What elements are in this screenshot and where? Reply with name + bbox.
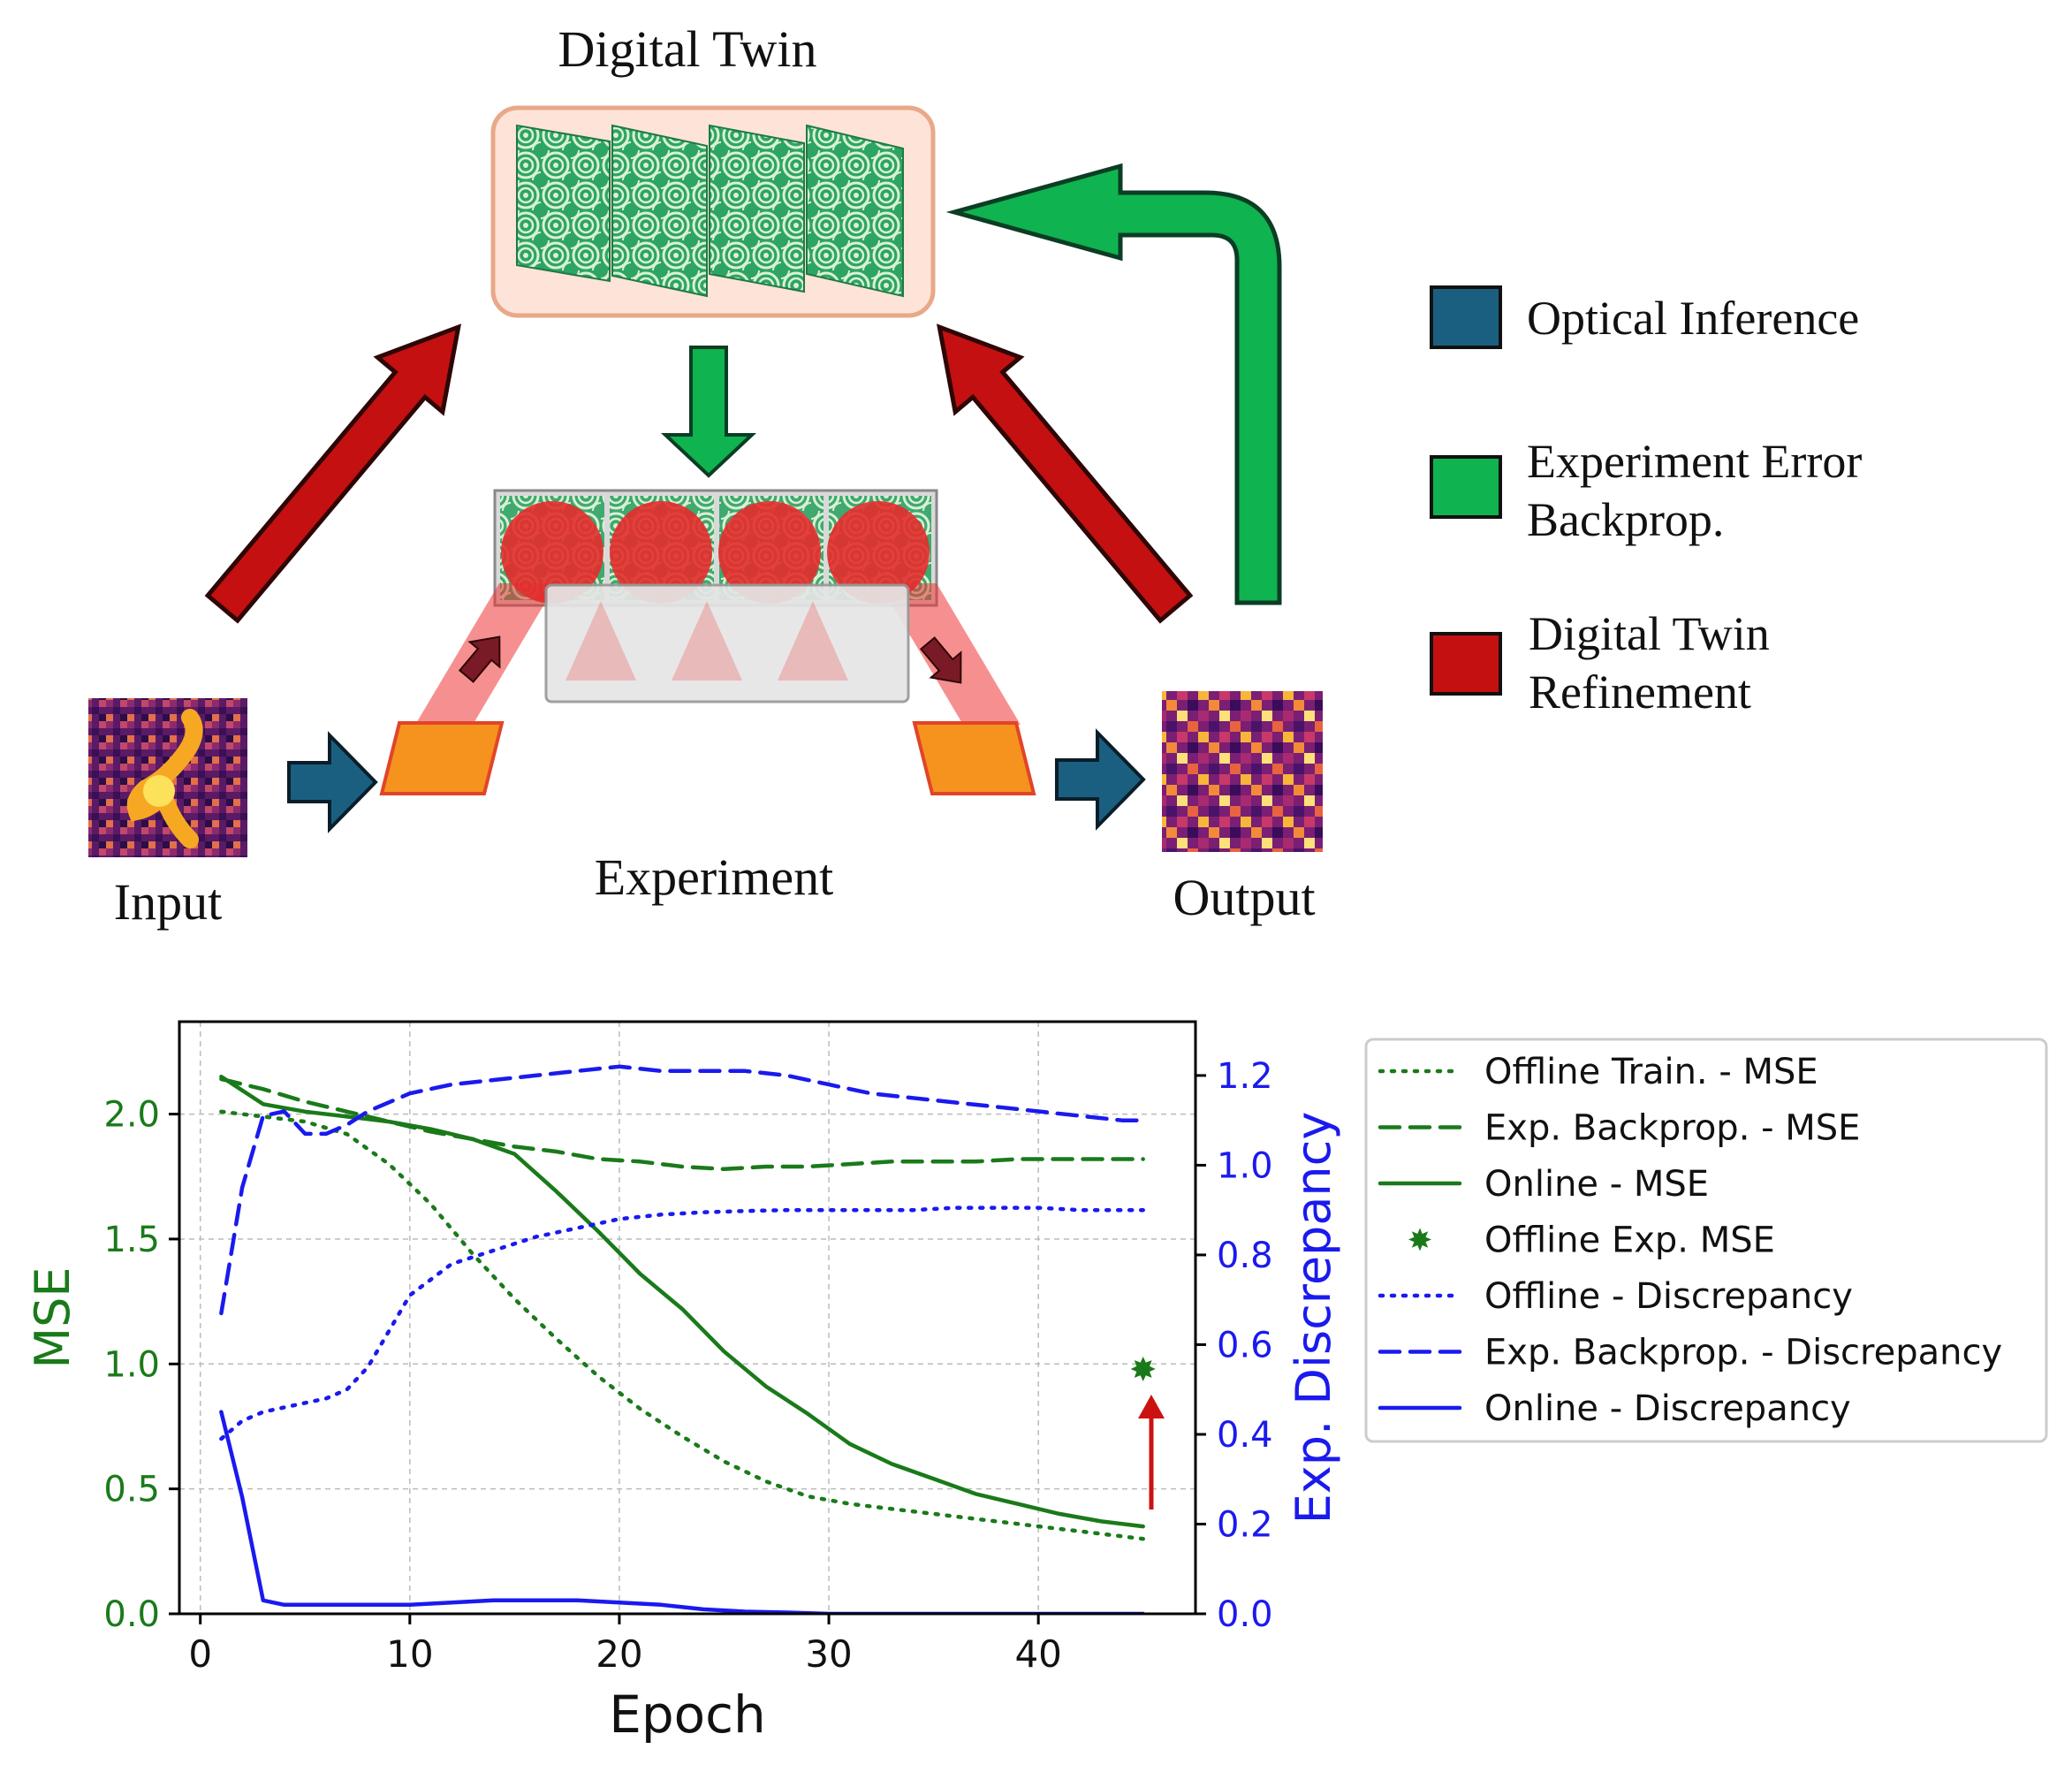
y-axis-label-left: MSE <box>25 1267 80 1369</box>
series-line-offline-discrepancy <box>219 1205 1145 1441</box>
experiment-setup <box>379 489 1036 795</box>
y-tick-label-left: 1.5 <box>103 1220 160 1260</box>
legend-label-exp-backprop-mse: Exp. Backprop. - MSE <box>1484 1108 1860 1149</box>
beam-spot-3 <box>718 501 821 604</box>
x-tick-label: 30 <box>805 1632 852 1676</box>
experiment-label: Experiment <box>595 848 834 906</box>
series-line-exp-backprop-mse <box>219 1076 1145 1172</box>
legend-text-refinement-1: Digital Twin <box>1529 607 1770 660</box>
input-label: Input <box>114 873 222 931</box>
beam-spot-1 <box>501 501 603 604</box>
series-line-online-discrepancy <box>219 1410 1145 1614</box>
tick-layer: 0 10 20 30 40 0.0 0.5 1.0 1.5 2.0 0.0 0.2 0.4 0.6 0.8 1… <box>103 1056 1272 1676</box>
y-tick-label-left: 0.5 <box>103 1470 160 1510</box>
y-tick-label-right: 0.2 <box>1217 1504 1273 1545</box>
digital-twin-title: Digital Twin <box>558 20 817 78</box>
y-tick-label-left: 2.0 <box>103 1095 160 1136</box>
legend-marker-offline-exp-mse <box>1408 1228 1431 1251</box>
y-tick-label-right: 0.6 <box>1217 1325 1273 1365</box>
phase-mask-1 <box>516 124 611 283</box>
legend-text-backprop-2: Backprop. <box>1527 493 1724 546</box>
legend-label-online-discrepancy: Online - Discrepancy <box>1484 1388 1851 1429</box>
y-tick-label-left: 0.0 <box>103 1594 160 1635</box>
series-line-offline-train-mse <box>219 1109 1145 1541</box>
plot-frame <box>178 1020 1197 1616</box>
inference-arrow-output <box>1055 728 1146 831</box>
x-tick-label: 10 <box>386 1632 433 1676</box>
backprop-down-arrow <box>660 346 757 478</box>
x-tick-label: 0 <box>188 1632 212 1676</box>
input-image <box>88 698 247 857</box>
y-tick-label-right: 0.8 <box>1217 1236 1273 1276</box>
phase-mask-4 <box>806 124 904 298</box>
chart: 0 10 20 30 40 0.0 0.5 1.0 1.5 2.0 0.0 0.2 0.4 0.6 0.8 1… <box>25 1020 2048 1745</box>
y-axis-label-right: Exp. Discrepancy <box>1286 1112 1341 1525</box>
refinement-arrow-right <box>936 323 1194 624</box>
legend-text-backprop-1: Experiment Error <box>1527 435 1862 488</box>
output-camera <box>912 721 1036 795</box>
offline-exp-arrow <box>1138 1395 1165 1510</box>
beam-spot-2 <box>610 501 712 604</box>
legend-swatch-backprop <box>1430 455 1502 519</box>
beam-spot-4 <box>827 501 930 604</box>
x-axis-label: Epoch <box>609 1685 766 1745</box>
output-image <box>1162 691 1323 852</box>
legend-swatch-inference <box>1430 285 1502 349</box>
chart-legend-box <box>1364 1038 2048 1443</box>
y-tick-label-left: 1.0 <box>103 1344 160 1385</box>
y-tick-label-right: 0.4 <box>1217 1415 1273 1456</box>
legend-label-offline-exp-mse: Offline Exp. MSE <box>1484 1221 1775 1261</box>
phase-mask-2 <box>611 124 708 298</box>
series-line-exp-backprop-discrepancy <box>219 1064 1145 1316</box>
diagram-legend: Optical Inference Experiment Error Backp… <box>1430 285 1862 719</box>
legend-label-offline-train-mse: Offline Train. - MSE <box>1484 1052 1818 1092</box>
y-tick-label-right: 1.0 <box>1217 1145 1273 1186</box>
legend-label-online-mse: Online - MSE <box>1484 1164 1709 1205</box>
output-label: Output <box>1173 869 1315 926</box>
y-tick-label-right: 0.0 <box>1217 1594 1273 1635</box>
phase-masks-stack <box>516 124 904 298</box>
mirror-plate <box>544 583 910 703</box>
input-modulator <box>379 721 505 795</box>
x-tick-label: 40 <box>1014 1632 1061 1676</box>
series-point-offline-exp-mse <box>1130 1357 1156 1381</box>
chart-legend: Offline Train. - MSE Exp. Backprop. - MSE… <box>1378 1052 2002 1429</box>
series-line-online-mse <box>219 1074 1145 1529</box>
x-tick-label: 20 <box>596 1632 642 1676</box>
beam-path-right <box>879 583 1021 725</box>
backprop-return-arrow <box>945 163 1282 605</box>
legend-text-refinement-2: Refinement <box>1529 665 1751 719</box>
series-layer <box>219 1064 1156 1614</box>
y-tick-label-right: 1.2 <box>1217 1056 1273 1097</box>
legend-swatch-refinement <box>1430 632 1502 696</box>
legend-label-offline-discrepancy: Offline - Discrepancy <box>1484 1276 1853 1317</box>
refinement-arrow-left <box>204 323 462 624</box>
legend-label-exp-backprop-discrepancy: Exp. Backprop. - Discrepancy <box>1484 1333 2002 1373</box>
legend-text-inference: Optical Inference <box>1527 292 1859 345</box>
phase-mask-3 <box>709 124 805 293</box>
inference-arrow-input <box>287 731 378 833</box>
